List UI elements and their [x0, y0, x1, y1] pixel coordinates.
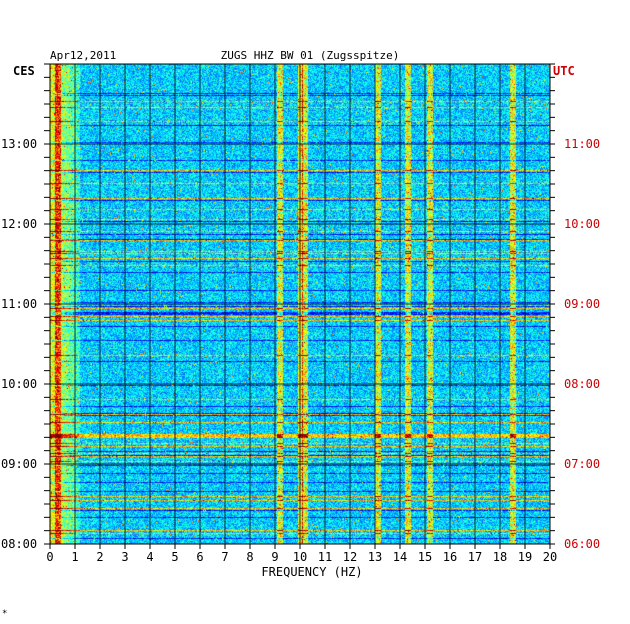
grid-lines [49, 64, 551, 545]
y-tick-label-right: 11:00 [564, 137, 600, 151]
y-tick-label-right: 07:00 [564, 457, 600, 471]
x-tick-label: 7 [221, 550, 228, 564]
y-tick-label-left: 10:00 [1, 377, 37, 391]
x-tick-label: 16 [443, 550, 457, 564]
x-tick-label: 19 [518, 550, 532, 564]
x-tick-label: 1 [71, 550, 78, 564]
right-zone-label: UTC [553, 64, 575, 78]
header-date: Apr12,2011 [50, 49, 116, 62]
x-tick-label: 11 [318, 550, 332, 564]
left-zone-label: CES [13, 64, 35, 78]
x-tick-label: 15 [418, 550, 432, 564]
y-tick-label-right: 06:00 [564, 537, 600, 551]
x-tick-label: 3 [121, 550, 128, 564]
y-tick-label-right: 08:00 [564, 377, 600, 391]
x-tick-label: 2 [96, 550, 103, 564]
x-tick-label: 17 [468, 550, 482, 564]
footer-mark: * [2, 609, 7, 619]
x-tick-label: 12 [343, 550, 357, 564]
axis-ticks [44, 63, 555, 549]
x-tick-label: 10 [293, 550, 307, 564]
header-station: ZUGS HHZ BW 01 (Zugsspitze) [221, 49, 400, 62]
x-axis-label: FREQUENCY (HZ) [261, 565, 362, 579]
x-tick-label: 8 [246, 550, 253, 564]
y-tick-label-left: 12:00 [1, 217, 37, 231]
y-tick-label-left: 13:00 [1, 137, 37, 151]
x-tick-label: 20 [543, 550, 557, 564]
y-tick-label-left: 08:00 [1, 537, 37, 551]
y-tick-label-right: 10:00 [564, 217, 600, 231]
x-tick-label: 4 [146, 550, 153, 564]
x-tick-label: 0 [46, 550, 53, 564]
y-tick-label-right: 09:00 [564, 297, 600, 311]
y-tick-label-left: 09:00 [1, 457, 37, 471]
x-tick-label: 5 [171, 550, 178, 564]
x-tick-label: 13 [368, 550, 382, 564]
x-tick-label: 9 [271, 550, 278, 564]
x-tick-label: 18 [493, 550, 507, 564]
x-tick-label: 14 [393, 550, 407, 564]
y-tick-label-left: 11:00 [1, 297, 37, 311]
x-tick-label: 6 [196, 550, 203, 564]
